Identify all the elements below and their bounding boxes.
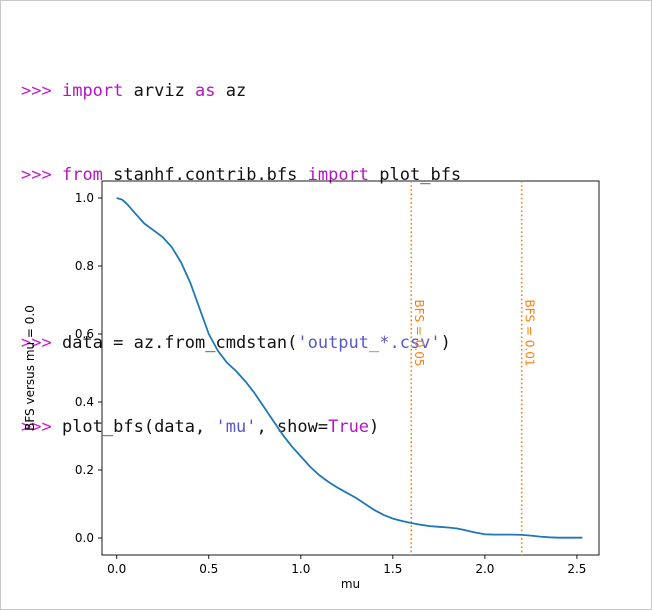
- y-tick-label: 0.4: [75, 395, 94, 409]
- code-text: ): [440, 333, 451, 353]
- code-text: stanhf.contrib.bfs: [102, 165, 308, 185]
- x-tick-label: 1.0: [291, 562, 310, 576]
- x-tick-label: 1.5: [383, 562, 402, 576]
- x-tick-label: 2.0: [475, 562, 494, 576]
- prompt: >>>: [21, 165, 52, 185]
- code-text: , show=: [256, 417, 329, 437]
- code-line-4: >>> plot_bfs(data, 'mu', show=True): [21, 413, 461, 441]
- x-tick-label: 2.5: [567, 562, 586, 576]
- code-block: >>> import arviz as az >>> from stanhf.c…: [21, 21, 461, 497]
- prompt: >>>: [21, 81, 52, 101]
- code-text: plot_bfs: [369, 165, 462, 185]
- x-tick-label: 0.5: [199, 562, 218, 576]
- prompt: >>>: [21, 333, 52, 353]
- code-line-2: >>> from stanhf.contrib.bfs import plot_…: [21, 161, 461, 189]
- x-tick-label: 0.0: [107, 562, 126, 576]
- keyword: as: [195, 81, 216, 101]
- code-line-3: >>> data = az.from_cmdstan('output_*.csv…: [21, 329, 461, 357]
- code-line-1: >>> import arviz as az: [21, 77, 461, 105]
- keyword: from: [61, 165, 103, 185]
- code-text: az: [215, 81, 247, 101]
- code-text: plot_bfs(data,: [51, 417, 216, 437]
- y-axis-label: BFS versus mu = 0.0: [23, 305, 37, 431]
- prompt: >>>: [21, 417, 52, 437]
- y-tick-label: 1.0: [75, 191, 94, 205]
- keyword: import: [61, 81, 124, 101]
- bfs-threshold-label: BFS = 0.05: [412, 300, 426, 367]
- bfs-threshold-label: BFS = 0.01: [523, 300, 537, 367]
- y-tick-label: 0.8: [75, 259, 94, 273]
- code-text: ): [369, 417, 380, 437]
- keyword: import: [307, 165, 370, 185]
- bfs-curve: [116, 197, 583, 539]
- bfs-plot: 0.0 0.5 1.0 1.5 2.0 2.5 0.0 0.2 0.4 0.6 0.8 1.0 mu BF…: [23, 180, 600, 591]
- code-text: data = az.from_cmdstan(: [51, 333, 298, 353]
- axes-frame: [101, 180, 600, 556]
- code-text: arviz: [123, 81, 196, 101]
- keyword: True: [328, 417, 370, 437]
- y-tick-label: 0.2: [75, 463, 94, 477]
- y-tick-label: 0.0: [75, 531, 94, 545]
- x-axis-label: mu: [341, 577, 360, 591]
- y-tick-label: 0.6: [75, 327, 94, 341]
- plot-area: 0.0 0.5 1.0 1.5 2.0 2.5 0.0 0.2 0.4 0.6 0.8 1.0 mu BF…: [23, 180, 600, 591]
- string-literal: 'output_*.csv': [297, 333, 441, 353]
- string-literal: 'mu': [215, 417, 257, 437]
